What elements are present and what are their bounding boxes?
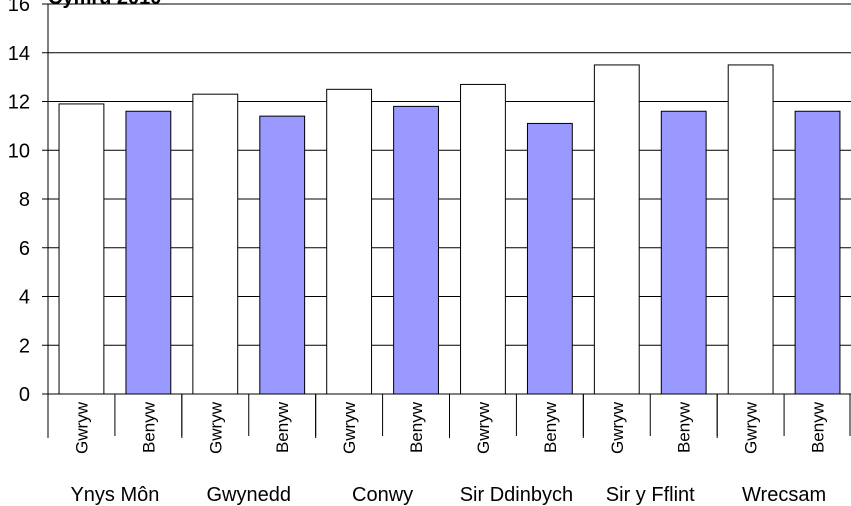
y-tick-label: 6 xyxy=(19,238,30,260)
bar-gwryw xyxy=(192,93,239,395)
y-tick-label: 14 xyxy=(8,43,30,65)
x-sub-label: Gwryw xyxy=(474,401,493,454)
x-group-label: Conwy xyxy=(352,484,413,506)
x-sub-label: Gwryw xyxy=(206,401,225,454)
bars xyxy=(58,64,841,395)
x-sub-label: Benyw xyxy=(809,401,828,453)
x-group-label: Ynys Môn xyxy=(70,484,159,506)
y-tick-label: 4 xyxy=(19,287,30,309)
x-sub-label: Gwryw xyxy=(742,401,761,454)
bar-benyw xyxy=(259,115,306,395)
x-sub-label: Gwryw xyxy=(340,401,359,454)
x-axis: Gwryw Benyw Gwryw Benyw Gwryw Benyw Gwryw Benyw… xyxy=(47,393,851,506)
bar-benyw xyxy=(660,110,707,395)
x-sub-label: Benyw xyxy=(675,401,694,453)
x-sub-label: Benyw xyxy=(541,401,560,453)
x-group-label: Sir Ddinbych xyxy=(460,484,573,506)
x-group-label: Sir y Fflint xyxy=(606,484,695,506)
y-tick-label: 0 xyxy=(19,384,30,406)
bar-benyw xyxy=(526,122,573,395)
bar-benyw xyxy=(794,110,841,395)
x-sub-label: Benyw xyxy=(273,401,292,453)
x-group-label: Gwynedd xyxy=(207,484,292,506)
bar-gwryw xyxy=(326,88,373,395)
x-sub-label: Benyw xyxy=(139,401,158,453)
x-sub-label: Gwryw xyxy=(72,401,91,454)
bar-benyw xyxy=(393,105,439,395)
bar-gwryw xyxy=(460,83,506,395)
y-tick-label: 10 xyxy=(8,140,30,162)
y-tick-label: 2 xyxy=(19,335,30,357)
y-tick-label: 12 xyxy=(8,92,30,114)
bar-benyw xyxy=(125,110,172,395)
x-sub-label: Benyw xyxy=(407,401,426,453)
y-axis-ticks: 0 2 4 6 8 10 12 14 16 xyxy=(8,0,49,406)
x-sub-label: Gwryw xyxy=(608,401,627,454)
bar-gwryw xyxy=(593,64,640,395)
bar-gwryw xyxy=(58,103,105,395)
y-tick-label: 16 xyxy=(8,0,30,16)
bar-gwryw xyxy=(727,64,774,395)
x-group-label: Wrecsam xyxy=(742,484,826,506)
y-tick-label: 8 xyxy=(19,189,30,211)
